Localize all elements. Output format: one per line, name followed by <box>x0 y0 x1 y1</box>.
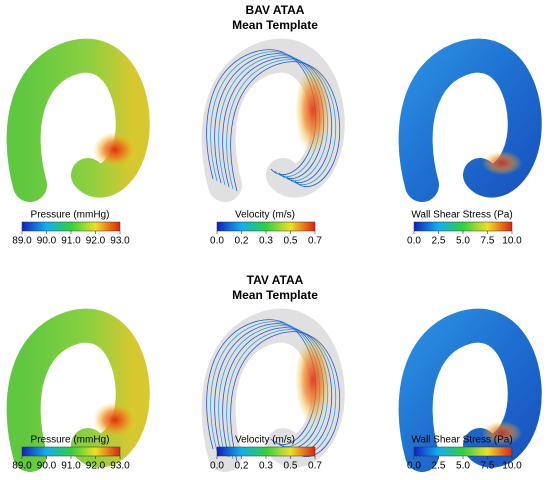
hot-spot <box>93 402 137 438</box>
colorbar-tick-label: 0.0 <box>210 236 224 247</box>
colorbar-tick-label: 89.0 <box>12 236 32 247</box>
colorbar <box>21 446 121 457</box>
colorbar-label: Wall Shear Stress (Pa) <box>411 435 512 446</box>
aorta-render <box>398 38 542 202</box>
colorbar-tick-label: 90.0 <box>37 461 57 472</box>
colorbar-label: Wall Shear Stress (Pa) <box>411 210 512 221</box>
hot-spot <box>482 151 522 175</box>
jet-region <box>295 65 331 155</box>
colorbar-tick-label: 10.0 <box>502 236 522 247</box>
colorbar-tick-label: 0.7 <box>308 461 322 472</box>
aorta-render <box>6 308 150 472</box>
aorta-render <box>201 308 345 472</box>
colorbar-tick-label: 5.0 <box>456 461 470 472</box>
jet-region <box>295 335 331 425</box>
colorbar-tick-label: 92.0 <box>86 461 106 472</box>
aorta-render <box>201 38 345 202</box>
colorbar-tick-label: 0.7 <box>308 236 322 247</box>
colorbar-label: Pressure (mmHg) <box>31 210 110 221</box>
colorbar-tick-label: 91.0 <box>61 236 81 247</box>
colorbar-tick-label: 0.0 <box>210 461 224 472</box>
colorbar-tick-label: 0.3 <box>259 236 273 247</box>
colorbar-tick-label: 0.2 <box>235 236 249 247</box>
aorta-surface <box>6 38 150 202</box>
streamline <box>218 325 329 456</box>
colorbar-tick-label: 0.2 <box>235 461 249 472</box>
row-title: TAV ATAA <box>247 273 304 287</box>
colorbar <box>216 221 316 232</box>
colorbar-tick-label: 0.5 <box>284 236 298 247</box>
colorbar-tick-label: 7.5 <box>481 236 495 247</box>
aorta-surface <box>6 308 150 472</box>
colorbar-tick-label: 0.0 <box>407 236 421 247</box>
colorbar-tick-label: 0.3 <box>259 461 273 472</box>
colorbar-label: Pressure (mmHg) <box>31 435 110 446</box>
colorbar-tick-label: 91.0 <box>61 461 81 472</box>
colorbar-tick-label: 93.0 <box>110 461 130 472</box>
colorbar-tick-label: 90.0 <box>37 236 57 247</box>
colorbar-tick-label: 0.0 <box>407 461 421 472</box>
colorbar-tick-label: 0.5 <box>284 461 298 472</box>
streamline <box>214 53 325 184</box>
colorbar-tick-label: 93.0 <box>110 236 130 247</box>
aorta-render <box>6 38 150 202</box>
colorbar-tick-label: 2.5 <box>432 236 446 247</box>
colorbar-tick-label: 10.0 <box>502 461 522 472</box>
colorbar-label: Velocity (m/s) <box>235 210 295 221</box>
row-subtitle: Mean Template <box>232 18 318 32</box>
colorbar-label: Velocity (m/s) <box>235 435 295 446</box>
colorbar <box>413 446 513 457</box>
row-title: BAV ATAA <box>246 3 305 17</box>
colorbar-tick-label: 5.0 <box>456 236 470 247</box>
colorbar-tick-label: 7.5 <box>481 461 495 472</box>
colorbar-tick-label: 92.0 <box>86 236 106 247</box>
hot-spot <box>482 421 522 445</box>
hot-spot <box>93 132 137 168</box>
streamline <box>218 55 329 186</box>
colorbar <box>21 221 121 232</box>
aorta-render <box>398 308 542 472</box>
streamline <box>214 323 325 454</box>
colorbar <box>216 446 316 457</box>
colorbar-tick-label: 2.5 <box>432 461 446 472</box>
colorbar <box>413 221 513 232</box>
colorbar-tick-label: 89.0 <box>12 461 32 472</box>
row-subtitle: Mean Template <box>232 288 318 302</box>
